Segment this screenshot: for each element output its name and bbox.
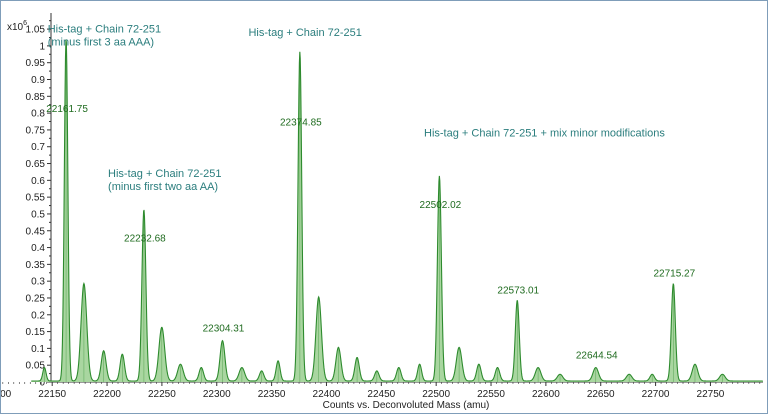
y-tick-label: 0.7 [31,142,45,153]
y-tick-label: 0.75 [26,125,46,136]
y-tick-label: 1.05 [26,25,46,36]
y-tick-label: 0.15 [26,327,46,338]
y-tick-label: 0.6 [31,176,45,187]
y-tick-label: 0.55 [26,193,46,204]
peak-annotation: His-tag + Chain 72-251 + mix minor modif… [424,128,665,140]
x-axis-title: Counts vs. Deconvoluted Mass (amu) [323,400,490,411]
y-tick-label: 0.9 [31,75,45,86]
x-tick-label: 22650 [587,389,615,400]
x-tick-label: 22100 [1,389,12,400]
x-tick-label: 22700 [642,389,670,400]
peak-annotation: His-tag + Chain 72-251 (minus first 3 aa … [48,23,161,48]
peak-label: 22374.85 [280,118,322,129]
annotation-line: His-tag + Chain 72-251 [108,168,221,180]
y-tick-label: 0.85 [26,92,46,103]
x-tick-label: 22750 [697,389,725,400]
annotation-line: (minus first 3 aa AAA) [48,36,154,48]
x-tick-label: 22450 [367,389,395,400]
x-tick-label: 22600 [532,389,560,400]
peak-annotation: His-tag + Chain 72-251 [248,27,361,39]
y-tick-label: 0.95 [26,58,46,69]
peak-label: 22502.02 [420,200,462,211]
x-tick-label: 22550 [477,389,505,400]
peak-label: 22304.31 [203,324,245,335]
y-tick-label: 0.1 [31,344,45,355]
y-tick-label: 0.05 [26,361,46,372]
peak-label: 22232.68 [124,234,166,245]
peak-label: 22715.27 [653,269,695,280]
y-tick-label: 0 [39,378,45,389]
spectrum-line [31,39,763,382]
x-tick-label: 22200 [93,389,121,400]
axes: 0 0.05 0.1 0.15 0.2 0.25 0.3 0.35 0.4 0.45 0.5 0.55… [1,13,763,400]
peak-label: 22644.54 [576,351,618,362]
y-tick-label: 1 [39,41,45,52]
annotation-line: His-tag + Chain 72-251 [248,27,361,39]
y-tick-label: 0.3 [31,277,45,288]
y-tick-label: 0.35 [26,260,46,271]
y-tick-label: 0.2 [31,310,45,321]
annotations: His-tag + Chain 72-251 (minus first 3 aa … [48,23,666,193]
y-tick-label: 0.8 [31,109,45,120]
y-multiplier: x106 [7,20,27,33]
peak-label: 22573.01 [497,285,539,296]
y-tick-label: 0.5 [31,209,45,220]
peak-label: 22161.75 [46,104,88,115]
x-tick-label: 22250 [148,389,176,400]
peak-labels: 22161.75 22232.68 22304.31 22374.85 22502.02… [46,104,695,361]
spectrum-plot [31,39,763,382]
y-tick-label: 0.25 [26,293,46,304]
x-tick-label: 22500 [422,389,450,400]
x-tick-label: 22300 [203,389,231,400]
x-tick-label: 22150 [38,389,66,400]
annotation-line: (minus first two aa AA) [108,181,218,193]
peak-annotation: His-tag + Chain 72-251 (minus first two a… [108,168,221,193]
y-tick-label: 0.4 [31,243,45,254]
y-tick-label: 0.45 [26,226,46,237]
x-tick-label: 22400 [313,389,341,400]
annotation-line: His-tag + Chain 72-251 + mix minor modif… [424,128,665,140]
annotation-line: His-tag + Chain 72-251 [48,23,161,35]
x-tick-label: 22350 [258,389,286,400]
y-tick-label: 0.65 [26,159,46,170]
